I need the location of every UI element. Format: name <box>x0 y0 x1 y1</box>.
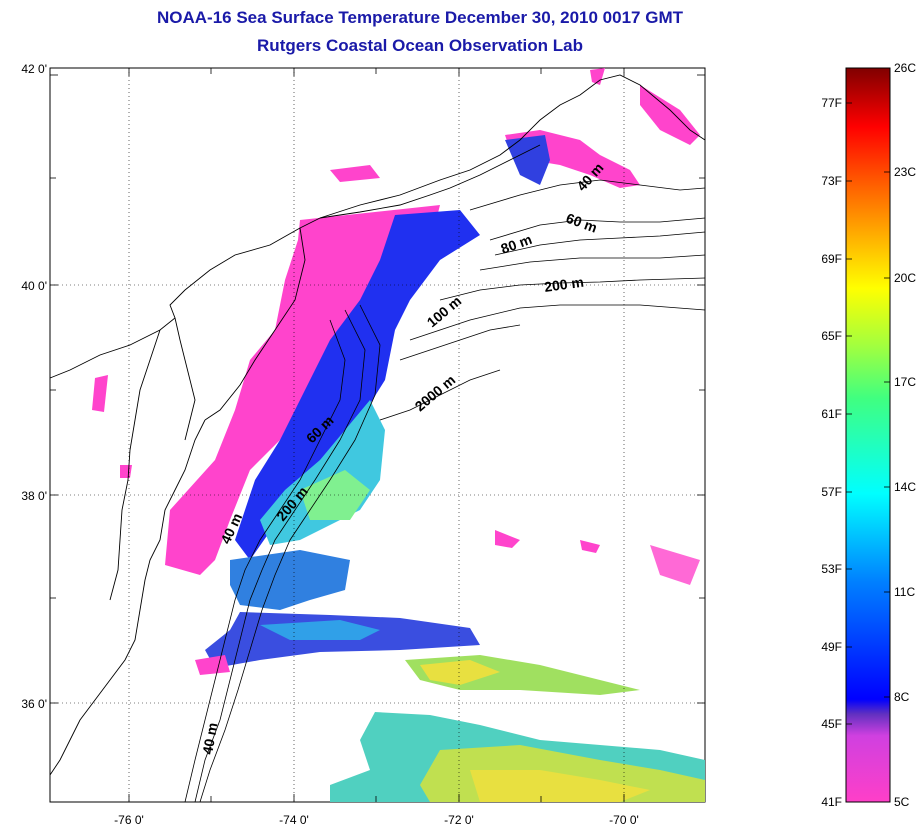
lon-label-72: -72 0' <box>444 813 474 827</box>
colorbar-c-ticks <box>884 67 890 803</box>
axis-ticks <box>50 68 705 802</box>
cb-c-23: 23C <box>894 165 916 179</box>
bathymetry-contours <box>184 179 706 803</box>
sst-swaths <box>92 68 705 802</box>
cb-f-65: 65F <box>821 329 842 343</box>
cb-f-73: 73F <box>821 174 842 188</box>
cb-f-53: 53F <box>821 562 842 576</box>
cb-f-61: 61F <box>821 407 842 421</box>
cb-f-77: 77F <box>821 96 842 110</box>
cb-f-41: 41F <box>821 795 842 809</box>
map-subtitle: Rutgers Coastal Ocean Observation Lab <box>257 36 583 55</box>
lat-label-42: 42 0' <box>21 62 47 76</box>
cb-c-17: 17C <box>894 375 916 389</box>
cb-c-11: 11C <box>894 585 915 599</box>
lon-label-74: -74 0' <box>279 813 309 827</box>
contour-label-200m-north: 200 m <box>543 274 585 295</box>
cb-f-57: 57F <box>821 485 842 499</box>
lon-label-76: -76 0' <box>114 813 144 827</box>
cb-c-26: 26C <box>894 61 916 75</box>
cb-f-49: 49F <box>821 640 842 654</box>
lat-label-40: 40 0' <box>21 279 47 293</box>
contour-label-40m-south: 40 m <box>199 721 220 755</box>
cb-c-8: 8C <box>894 690 910 704</box>
map-title: NOAA-16 Sea Surface Temperature December… <box>157 8 683 27</box>
cb-f-69: 69F <box>821 252 842 266</box>
cb-c-20: 20C <box>894 271 916 285</box>
cb-c-14: 14C <box>894 480 916 494</box>
coastline <box>49 74 706 776</box>
cb-f-45: 45F <box>821 717 842 731</box>
colorbar-f-ticks <box>846 102 852 803</box>
cb-c-5: 5C <box>894 795 910 809</box>
lon-label-70: -70 0' <box>609 813 639 827</box>
lat-label-38: 38 0' <box>21 489 47 503</box>
lat-label-36: 36 0' <box>21 697 47 711</box>
colorbar <box>845 67 891 803</box>
